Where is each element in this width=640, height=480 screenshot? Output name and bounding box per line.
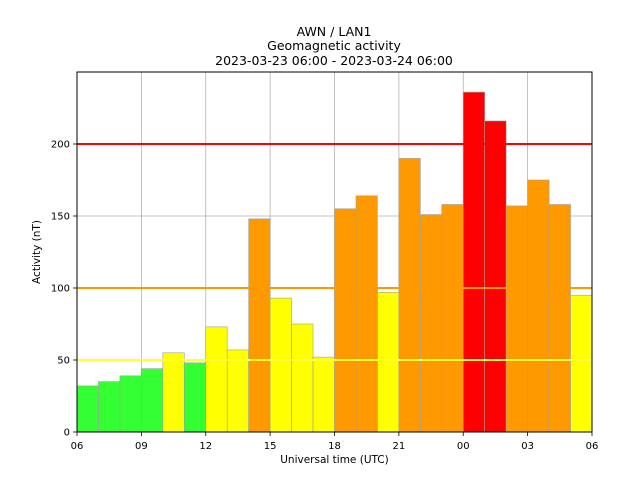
bar-16 [420, 214, 443, 433]
bar-22 [548, 204, 571, 433]
x-tick-label-03: 03 [521, 441, 534, 452]
bar-23 [570, 294, 593, 433]
bar-19 [484, 120, 507, 433]
bar-15 [398, 158, 421, 433]
chart-title-line-2: Geomagnetic activity [267, 38, 401, 53]
bar-5 [183, 362, 207, 433]
y-tick-label-100: 100 [51, 284, 70, 295]
x-tick-label-12: 12 [199, 441, 212, 452]
chart-title-line-1: AWN / LAN1 [297, 24, 372, 39]
bars-group [76, 91, 593, 433]
bar-10 [291, 323, 314, 433]
bar-4 [162, 352, 185, 433]
x-tick-label-00: 00 [457, 441, 470, 452]
threshold-lines [77, 143, 592, 361]
y-tick-label-50: 50 [57, 356, 70, 367]
x-tick-label-15: 15 [264, 441, 277, 452]
bar-17 [441, 204, 464, 433]
bar-0 [76, 385, 99, 433]
bar-21 [527, 179, 550, 433]
x-tick-label-06: 06 [71, 441, 84, 452]
bar-13 [355, 195, 378, 433]
bar-6 [205, 326, 228, 433]
bar-3 [141, 368, 164, 433]
chart-title-line-3: 2023-03-23 06:00 - 2023-03-24 06:00 [215, 53, 453, 68]
bar-14 [377, 292, 400, 433]
x-tick-label-09: 09 [135, 441, 148, 452]
x-tick-label-18: 18 [328, 441, 341, 452]
y-tick-label-200: 200 [51, 140, 70, 151]
bar-12 [334, 208, 357, 433]
bar-1 [98, 381, 121, 433]
y-axis-ticks: 0 50 100 150 200 [51, 140, 77, 439]
bar-8 [248, 218, 271, 433]
bar-9 [269, 297, 292, 433]
y-tick-label-150: 150 [51, 212, 70, 223]
bar-2 [119, 375, 142, 433]
x-axis-label: Universal time (UTC) [280, 454, 388, 466]
x-tick-label-06: 06 [586, 441, 599, 452]
y-axis-label: Activity (nT) [31, 220, 43, 284]
x-tick-label-21: 21 [393, 441, 406, 452]
bar-20 [505, 205, 528, 433]
x-axis-ticks: 06 09 12 15 18 21 00 03 06 [71, 432, 599, 452]
y-tick-label-0: 0 [64, 428, 70, 439]
bar-11 [312, 356, 335, 433]
bar-7 [226, 349, 249, 433]
